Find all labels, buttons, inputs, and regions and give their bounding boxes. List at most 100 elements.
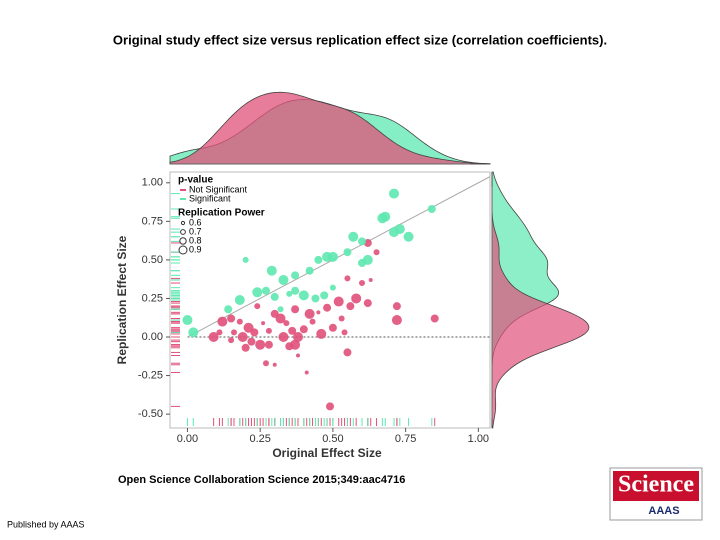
- point: [263, 360, 269, 367]
- point: [237, 332, 248, 343]
- point: [363, 299, 372, 308]
- chart-title: Original study effect size versus replic…: [113, 32, 607, 47]
- point: [304, 370, 309, 375]
- logo-subtitle: AAAS: [648, 505, 679, 517]
- point: [291, 305, 300, 314]
- point: [320, 291, 329, 300]
- y-axis-label: Replication Effect Size: [115, 235, 129, 364]
- point: [309, 318, 316, 325]
- point: [261, 321, 266, 326]
- point: [266, 265, 277, 276]
- point: [298, 290, 309, 301]
- y-tick-label: -0.50: [138, 408, 163, 420]
- plot-frame: [169, 171, 491, 429]
- x-tick-label: 0.75: [395, 433, 416, 445]
- point: [182, 315, 193, 326]
- point: [373, 249, 380, 256]
- point: [314, 255, 323, 264]
- point: [252, 287, 263, 298]
- point: [254, 303, 261, 310]
- footer: Published by AAAS: [7, 519, 85, 529]
- point: [329, 284, 336, 291]
- size-legend-symbol: [179, 237, 187, 245]
- point: [343, 248, 352, 257]
- size-legend-label: 0.9: [189, 244, 202, 254]
- y-tick-label: 0.75: [142, 215, 163, 227]
- size-legend-symbol: [180, 229, 186, 235]
- point: [216, 329, 223, 336]
- point: [234, 295, 245, 305]
- point: [333, 296, 344, 307]
- point: [343, 348, 352, 357]
- x-tick-label: 1.00: [468, 433, 489, 445]
- point: [341, 329, 348, 336]
- point: [291, 286, 300, 295]
- point: [262, 286, 270, 295]
- size-legend-title: Replication Power: [178, 208, 265, 219]
- point: [278, 274, 289, 285]
- point: [255, 339, 266, 350]
- y-tick-label: 0.25: [142, 292, 163, 304]
- point: [391, 315, 402, 326]
- point: [275, 313, 286, 324]
- point: [288, 326, 297, 335]
- point: [250, 328, 259, 337]
- size-legend-symbol: [180, 220, 186, 226]
- point: [368, 277, 373, 282]
- legend-label: Significant: [189, 193, 231, 203]
- point: [293, 332, 303, 343]
- size-legend-symbol: [178, 245, 188, 255]
- point: [338, 315, 345, 322]
- point: [392, 302, 401, 311]
- point: [265, 327, 272, 334]
- point: [346, 302, 355, 311]
- point: [264, 340, 273, 349]
- x-axis-label: Original Effect Size: [272, 446, 382, 460]
- size-legend-label: 0.6: [189, 217, 202, 227]
- source: Open Science Collaboration Science 2015;…: [118, 474, 405, 486]
- point: [311, 294, 320, 303]
- y-tick-label: -0.25: [138, 369, 163, 381]
- plot-layer: [171, 176, 490, 426]
- point: [285, 342, 294, 351]
- legend-title: p-value: [178, 175, 213, 186]
- point: [328, 323, 337, 332]
- point: [351, 293, 362, 304]
- point: [236, 318, 243, 325]
- point: [305, 266, 314, 275]
- point: [316, 328, 327, 339]
- point: [348, 231, 359, 242]
- point: [208, 332, 219, 343]
- point: [296, 353, 300, 358]
- point: [277, 306, 284, 313]
- size-legend-label: 0.7: [189, 226, 202, 236]
- point: [304, 308, 315, 319]
- y-tick-label: 0.00: [142, 331, 163, 343]
- point: [394, 224, 405, 235]
- x-tick-label: 0.00: [177, 433, 198, 445]
- point: [403, 231, 414, 242]
- point: [299, 325, 308, 334]
- point: [358, 237, 366, 246]
- point: [224, 305, 233, 314]
- logo-box: [613, 471, 699, 501]
- point: [227, 314, 236, 323]
- point: [344, 275, 351, 282]
- point: [427, 205, 436, 214]
- point: [291, 271, 300, 280]
- point: [247, 337, 256, 346]
- identity-line: [187, 176, 490, 338]
- point: [323, 303, 332, 312]
- point: [380, 211, 391, 222]
- point: [283, 320, 290, 327]
- point: [286, 290, 293, 297]
- point: [278, 332, 289, 343]
- point: [188, 327, 199, 338]
- point: [316, 310, 321, 315]
- y-tick-label: 1.00: [142, 177, 163, 189]
- point: [241, 343, 250, 352]
- point: [231, 329, 237, 336]
- point: [217, 316, 228, 327]
